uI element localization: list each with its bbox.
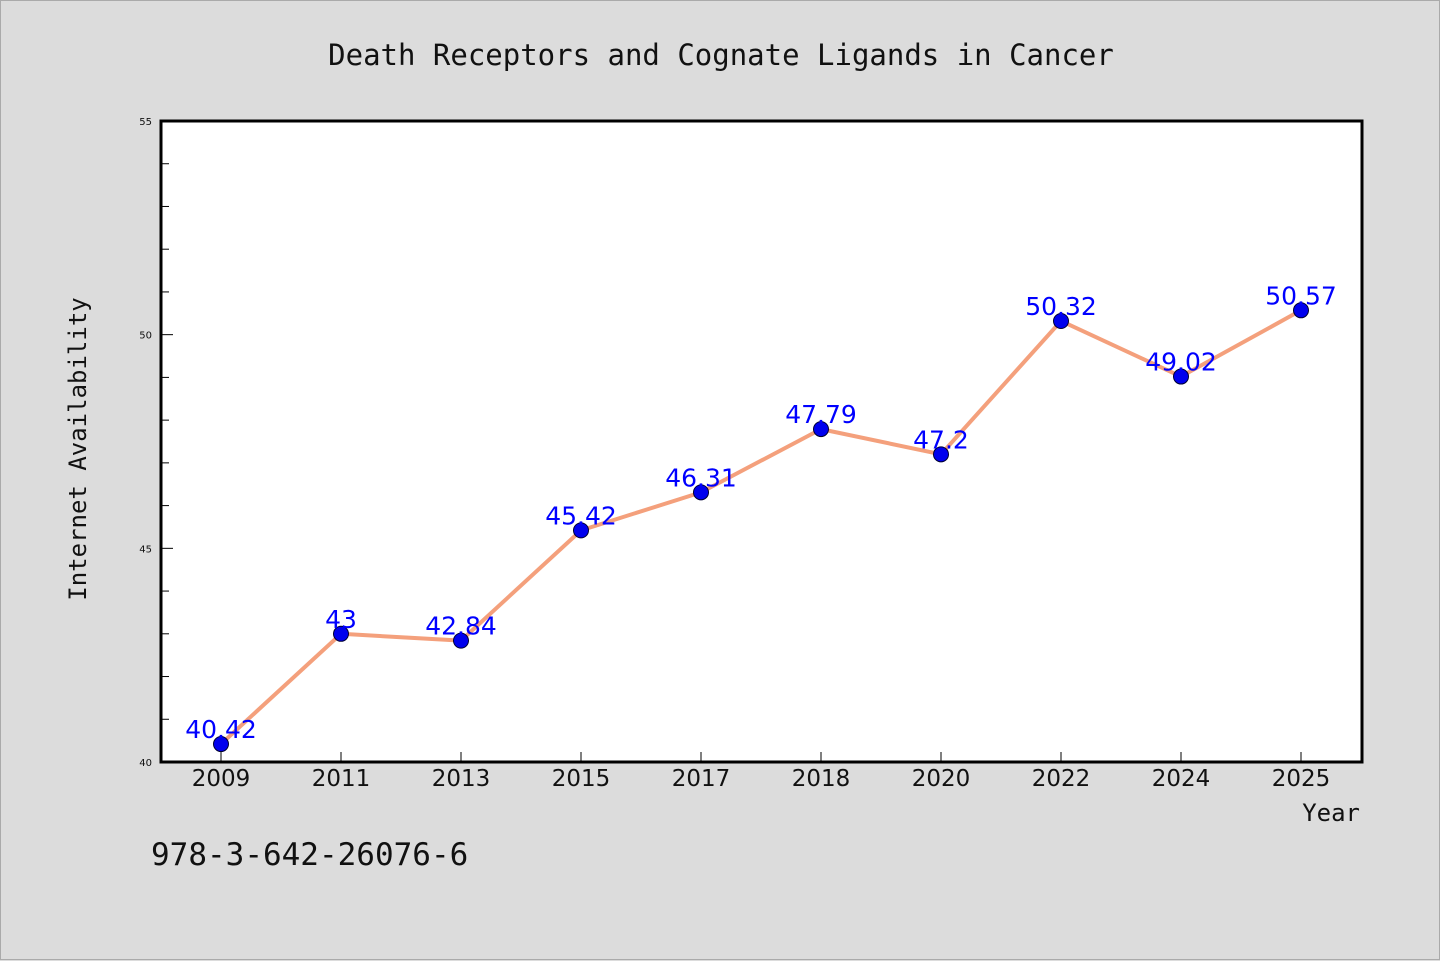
data-point [1053, 312, 1069, 329]
data-point [1173, 368, 1189, 385]
data-point [933, 446, 949, 463]
data-point [693, 484, 709, 501]
x-tick-label: 2017 [672, 766, 731, 792]
data-label: 45.42 [545, 501, 617, 530]
data-point [573, 522, 589, 539]
x-tick-label: 2015 [552, 766, 611, 792]
data-label: 46.31 [665, 463, 737, 492]
series-line [219, 308, 1303, 747]
y-tick-label: 55 [139, 117, 152, 128]
data-label: 49.02 [1145, 348, 1217, 377]
chart-title: Death Receptors and Cognate Ligands in C… [328, 38, 1114, 72]
series-layer: 40.42 43 42.84 45.42 46.31 47.79 47.2 50.32 49.0… [185, 281, 1337, 753]
data-point [813, 421, 829, 438]
data-label: 50.57 [1265, 281, 1337, 310]
data-label: 47.2 [913, 425, 969, 454]
x-axis: 2009 2011 2013 2015 2017 2018 2020 2022 2024 2025 [192, 752, 1331, 792]
x-tick-label: 2024 [1152, 766, 1211, 792]
isbn-label: 978-3-642-26076-6 [151, 837, 468, 873]
data-label: 43 [325, 605, 357, 634]
x-tick-label: 2025 [1272, 766, 1331, 792]
data-point [333, 625, 349, 642]
y-tick-label: 40 [139, 758, 152, 769]
data-label: 40.42 [185, 715, 257, 744]
x-tick-label: 2013 [432, 766, 491, 792]
data-point [453, 632, 469, 649]
data-label: 42.84 [425, 612, 497, 641]
x-tick-label: 2009 [192, 766, 251, 792]
data-point [1293, 302, 1309, 319]
x-tick-label: 2018 [792, 766, 851, 792]
data-label: 47.79 [785, 400, 857, 429]
y-tick-label: 45 [139, 544, 152, 555]
plot-area [159, 119, 1364, 764]
y-tick-label: 50 [139, 331, 152, 342]
x-tick-label: 2020 [912, 766, 971, 792]
x-tick-label: 2022 [1032, 766, 1091, 792]
x-tick-label: 2011 [312, 766, 371, 792]
x-axis-title: Year [1302, 799, 1360, 827]
data-label: 50.32 [1025, 292, 1097, 321]
y-axis: 40 45 50 55 [139, 117, 173, 769]
data-point [213, 736, 229, 753]
y-axis-title: Internet Availability [64, 297, 92, 600]
